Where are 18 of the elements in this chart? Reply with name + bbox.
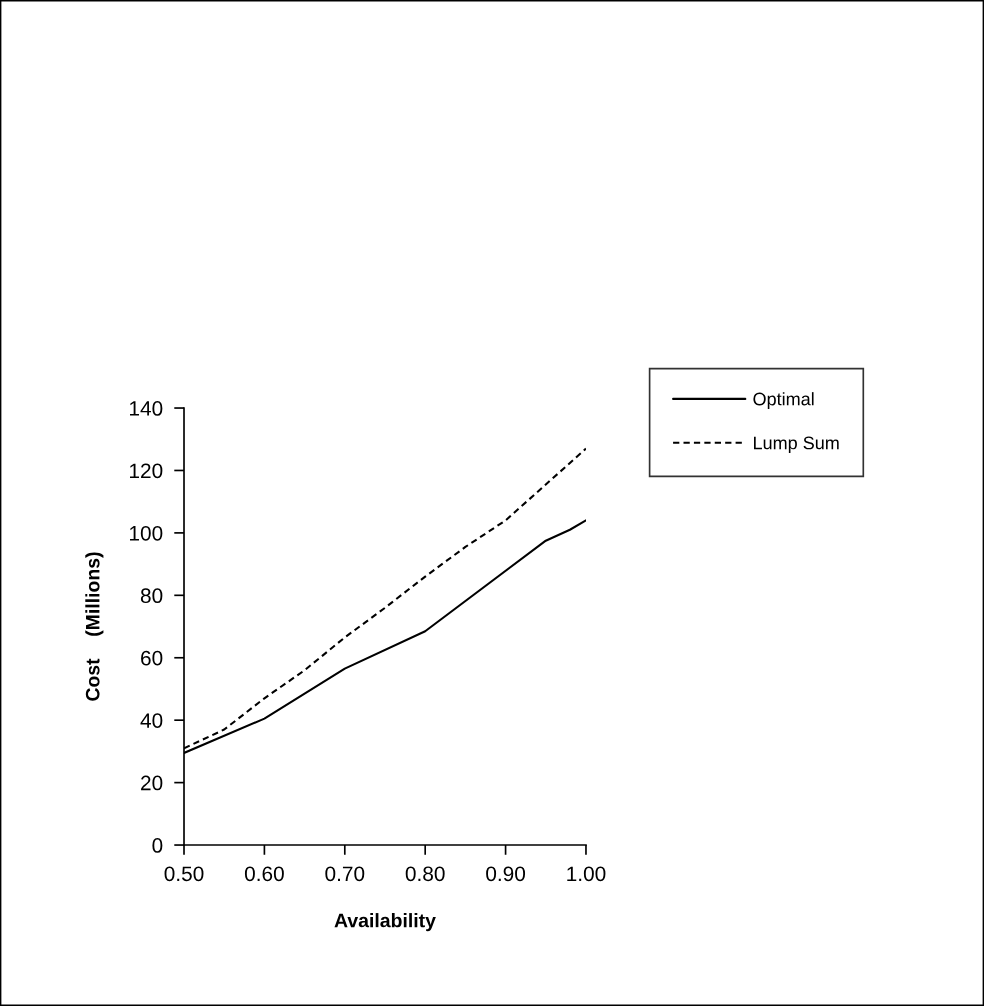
x-tick-label: 1.00 xyxy=(567,866,606,882)
y-tick-label: 40 xyxy=(140,713,163,728)
x-tick-label: 0.80 xyxy=(405,866,445,882)
y-tick-label: 0 xyxy=(152,838,163,853)
x-tick-label: 0.60 xyxy=(244,866,284,882)
y-tick-label: 80 xyxy=(140,588,163,604)
x-tick-label: 0.90 xyxy=(486,866,526,882)
y-axis-title: Cost (Millions) xyxy=(85,552,104,701)
y-tick-label: 20 xyxy=(141,775,163,791)
y-tick-label: 60 xyxy=(141,650,163,666)
legend-label: Lump Sum xyxy=(754,436,839,453)
y-tick-label: 120 xyxy=(130,463,163,479)
y-tick-label: 100 xyxy=(130,525,163,541)
x-tick-label: 0.50 xyxy=(164,866,204,882)
x-tick-label: 0.70 xyxy=(325,866,365,882)
x-axis-title: Availability xyxy=(334,913,436,932)
legend-label: Optimal xyxy=(753,392,814,409)
y-tick-label: 140 xyxy=(130,401,163,416)
